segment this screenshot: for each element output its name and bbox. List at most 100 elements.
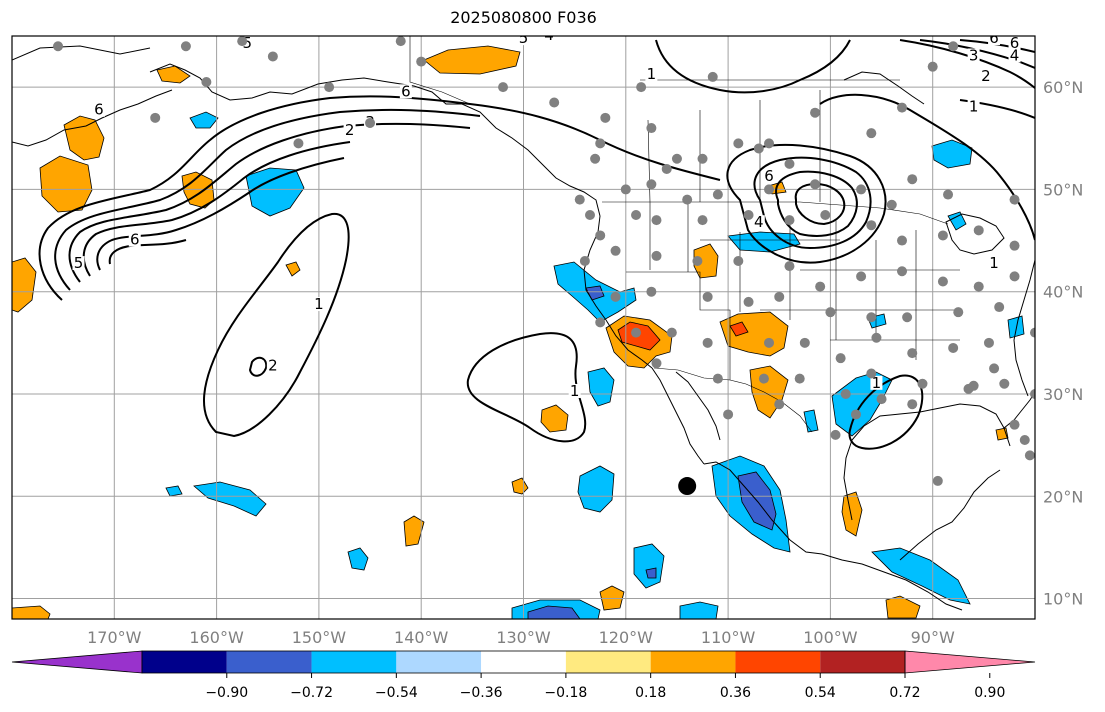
- station-dot: [994, 302, 1005, 313]
- station-dot: [973, 225, 984, 236]
- shade-orange: [285, 261, 301, 277]
- isoline: [82, 141, 351, 277]
- station-dot: [1019, 435, 1030, 446]
- station-dot: [897, 266, 908, 277]
- shade-orange: [841, 491, 863, 537]
- coast-baja: [651, 367, 705, 465]
- shade-orange: [540, 404, 569, 433]
- shade-darkblue: [645, 567, 657, 579]
- isoline: [899, 39, 1035, 89]
- colorbar-tick-label: −0.90: [205, 685, 248, 701]
- station-dot: [953, 307, 964, 318]
- station-dot: [850, 409, 861, 420]
- isoline: [655, 39, 851, 94]
- shade-blue: [189, 111, 219, 129]
- contour-label: 6: [1010, 34, 1020, 52]
- station-dot: [774, 399, 785, 410]
- contour-label-background: [266, 358, 279, 373]
- longitude-tick-label: 90°W: [911, 628, 955, 647]
- station-dot: [1040, 455, 1050, 465]
- isoline: [726, 143, 887, 264]
- shade-blue: [947, 211, 967, 231]
- colorbar-tick-label: 0.72: [889, 685, 920, 701]
- station-dot: [651, 250, 662, 261]
- contour-label: 3: [969, 47, 979, 65]
- colorbar-bin: [226, 651, 312, 673]
- isoline: [466, 332, 587, 443]
- station-dot: [758, 373, 769, 384]
- contour-label: 1: [647, 65, 657, 83]
- coast-alaska-north: [12, 45, 151, 61]
- station-dot: [902, 312, 913, 323]
- contour-label: 6: [94, 101, 104, 119]
- longitude-tick-label: 100°W: [803, 628, 858, 647]
- station-dot: [201, 77, 212, 88]
- stations: [53, 36, 1050, 486]
- contour-label-background: [967, 99, 980, 114]
- latitude-labels: 10°N 20°N 30°N 40°N 50°N 60°N: [1043, 78, 1083, 608]
- station-dot: [682, 194, 693, 205]
- station-dot: [712, 189, 723, 200]
- contour-label-background: [128, 232, 141, 247]
- station-dot: [784, 215, 795, 226]
- latitude-tick-label: 20°N: [1043, 487, 1083, 506]
- shade-blue: [931, 139, 973, 169]
- contour-label: 6: [401, 82, 411, 100]
- chart-title: 2025080800 F036: [450, 8, 597, 27]
- coast-yucatan: [899, 469, 1001, 561]
- isoline: [775, 170, 858, 237]
- longitude-tick-label: 150°W: [292, 628, 347, 647]
- station-dot: [948, 342, 959, 353]
- map-content: 65652365411216416634211: [12, 34, 1050, 619]
- station-dot: [723, 409, 734, 420]
- shade-blue: [871, 547, 971, 605]
- station-dot: [590, 153, 601, 164]
- station-dot: [549, 97, 560, 108]
- station-dot: [595, 230, 606, 241]
- station-dot: [692, 256, 703, 267]
- station-dot: [937, 230, 948, 241]
- station-dot: [1009, 240, 1020, 251]
- station-dot: [784, 261, 795, 272]
- contour-label-background: [763, 169, 776, 184]
- colorbar-bin: [481, 651, 566, 673]
- station-dot: [927, 61, 938, 72]
- station-dot: [1009, 419, 1020, 430]
- station-dot: [631, 327, 642, 338]
- contour-label: 1: [570, 382, 580, 400]
- shade-red: [729, 321, 749, 337]
- shade-blue: [679, 601, 719, 619]
- contour-label-background: [399, 84, 412, 99]
- station-dot: [743, 296, 754, 307]
- station-dot: [866, 128, 877, 139]
- colorbar-bin: [735, 651, 821, 673]
- contour-label-background: [752, 215, 765, 230]
- colorbar-bin: [565, 651, 651, 673]
- shade-orange: [423, 45, 521, 75]
- station-dot: [907, 348, 918, 359]
- station-dot: [1030, 327, 1035, 338]
- station-dot: [733, 138, 744, 149]
- shade-orange: [39, 155, 93, 213]
- station-dot: [671, 153, 682, 164]
- colorbar-tick-label: −0.72: [290, 685, 333, 701]
- map-frame: [11, 35, 1036, 620]
- contour-label-background: [1008, 48, 1021, 63]
- station-dot: [584, 209, 595, 220]
- station-dot: [794, 373, 805, 384]
- station-dot: [764, 184, 775, 195]
- station-dot: [897, 102, 908, 113]
- shade-blue: [245, 167, 305, 217]
- station-dot: [897, 235, 908, 246]
- contour-label-background: [343, 123, 356, 138]
- station-dot: [707, 71, 718, 82]
- coast-east-us: [1013, 259, 1035, 397]
- colorbar-bin: [650, 651, 736, 673]
- highlight-point: [678, 477, 697, 496]
- contour-label-background: [543, 36, 556, 43]
- station-dot: [365, 117, 376, 128]
- station-dot: [53, 41, 64, 52]
- station-dot: [1024, 450, 1035, 461]
- station-dot: [237, 36, 248, 47]
- station-dot: [866, 368, 877, 379]
